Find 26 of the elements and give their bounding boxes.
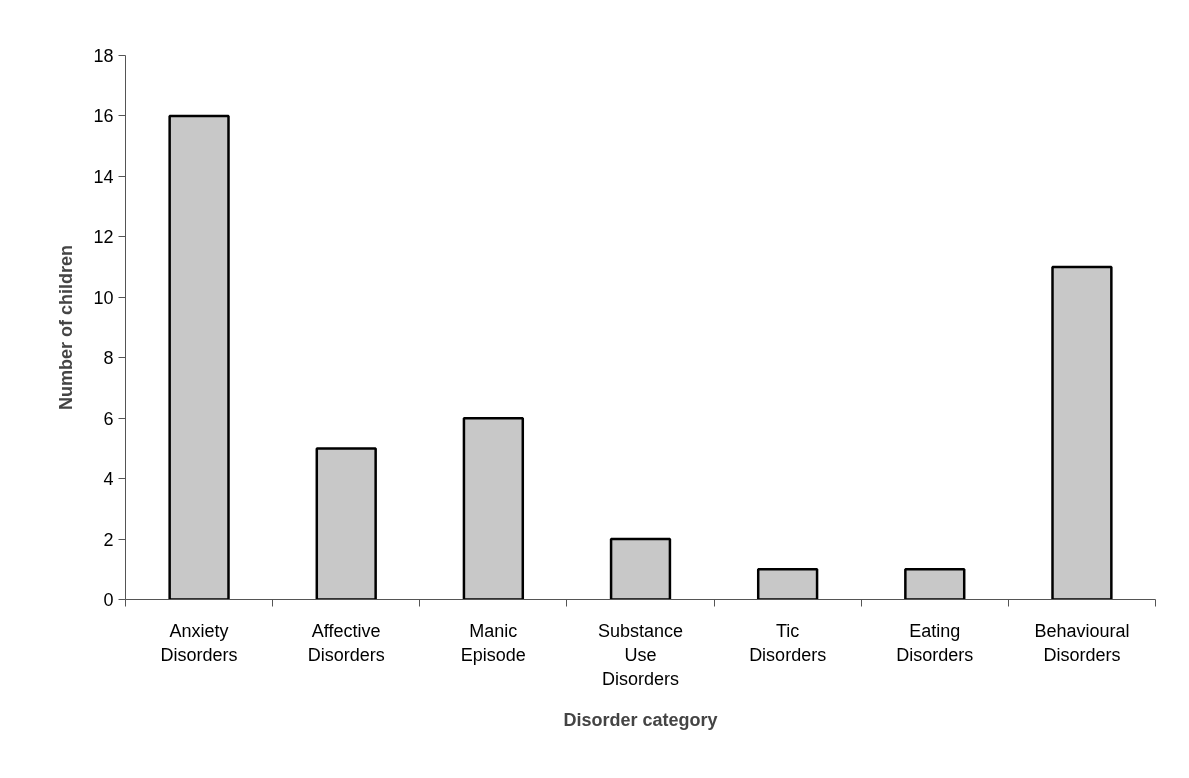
y-tick-label: 8 — [103, 348, 114, 369]
x-tick-label: Behavioural Disorders — [1034, 620, 1130, 665]
y-tick-label: 4 — [103, 469, 114, 490]
x-tick-label: Tic Disorders — [749, 620, 827, 665]
bar — [168, 114, 230, 600]
y-tick-label: 6 — [103, 408, 114, 429]
y-tick-label: 0 — [103, 590, 114, 610]
x-axis-title: Disorder category — [563, 709, 718, 730]
x-tick-label: Manic Episode — [460, 620, 526, 665]
bar — [904, 568, 966, 600]
y-axis-title: Number of children — [56, 244, 77, 411]
x-tick-label: Anxiety Disorders — [160, 620, 238, 665]
bar — [1051, 265, 1113, 600]
y-tick-label: 12 — [93, 227, 114, 248]
bar — [315, 447, 377, 600]
x-tick-label: Eating Disorders — [896, 620, 974, 665]
y-tick-label: 10 — [93, 287, 114, 308]
x-tick-label: Substance Use Disorders — [597, 620, 684, 689]
y-tick-label: 16 — [93, 106, 114, 127]
y-tick-label: 18 — [93, 46, 114, 66]
y-tick-label: 14 — [93, 166, 114, 187]
x-tick-label: Affective Disorders — [307, 620, 385, 665]
bar — [756, 568, 819, 600]
bar — [462, 416, 525, 600]
y-tick-label: 2 — [103, 529, 114, 550]
bar — [609, 537, 672, 600]
